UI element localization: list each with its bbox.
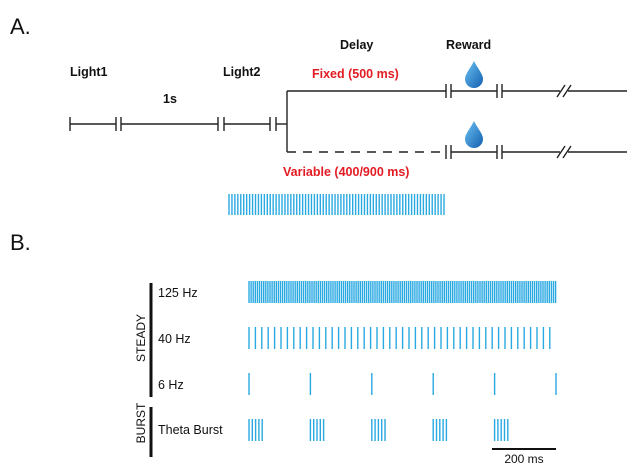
pulse-row-theta-burst: [248, 419, 509, 441]
main-timeline: [69, 91, 288, 140]
water-drop-icon: [465, 121, 483, 148]
row-label-6hz: 6 Hz: [158, 378, 184, 392]
fixed-delay-label: Fixed (500 ms): [312, 67, 399, 81]
fixed-branch-line: [287, 84, 627, 98]
light-stim-pulse-train: [228, 194, 445, 215]
steady-group-label: STEADY: [134, 314, 148, 362]
delay-label: Delay: [340, 38, 373, 52]
panel-b-label: B.: [10, 230, 31, 255]
panel-a-label: A.: [10, 14, 31, 39]
row-label-40hz: 40 Hz: [158, 332, 191, 346]
light2-label: Light2: [223, 65, 261, 79]
reward-label: Reward: [446, 38, 491, 52]
variable-delay-label: Variable (400/900 ms): [283, 165, 409, 179]
variable-branch-line: [286, 140, 627, 159]
pulse-row-6hz: [248, 373, 557, 395]
water-drop-icon: [465, 61, 483, 88]
pulse-row-125hz: [248, 281, 557, 303]
light1-label: Light1: [70, 65, 108, 79]
row-label-125hz: 125 Hz: [158, 286, 198, 300]
row-label-theta-burst: Theta Burst: [158, 423, 223, 437]
burst-group-label: BURST: [134, 402, 148, 443]
pulse-row-40hz: [248, 327, 551, 349]
scale-bar-label: 200 ms: [504, 452, 543, 464]
interval-label: 1s: [163, 92, 177, 106]
